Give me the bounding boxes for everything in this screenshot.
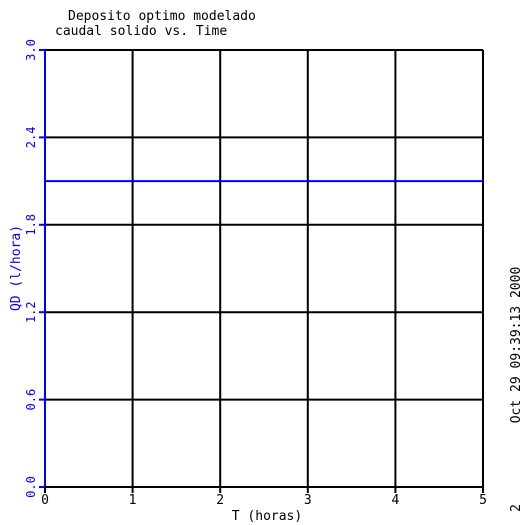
- timestamp-text: Oct 29 09:39:13 2000: [509, 267, 524, 424]
- tick-labels: 0 1 2 3 4 5 0.0 0.6 1.2 1.8 2.4 3.0: [24, 39, 487, 508]
- x-tick-label: 4: [391, 493, 399, 508]
- x-tick-label: 3: [304, 493, 312, 508]
- chart-title-line1: Deposito optimo modelado: [68, 9, 256, 24]
- x-axis-label: T (horas): [232, 509, 302, 524]
- x-tick-label: 1: [129, 493, 137, 508]
- page-number: 2: [509, 504, 524, 512]
- x-tick-label: 2: [216, 493, 224, 508]
- y-tick-label: 3.0: [24, 39, 38, 61]
- y-tick-label: 0.6: [24, 389, 38, 411]
- y-tick-label: 1.2: [24, 301, 38, 323]
- x-tick-label: 5: [479, 493, 487, 508]
- y-tick-label: 0.0: [24, 476, 38, 498]
- y-axis-label: QD (l/hora): [9, 225, 24, 311]
- y-tick-label: 1.8: [24, 214, 38, 236]
- grid-lines: [39, 49, 484, 493]
- y-tick-label: 2.4: [24, 127, 38, 149]
- x-tick-label: 0: [41, 493, 49, 508]
- chart-title-line2: caudal solido vs. Time: [55, 24, 227, 39]
